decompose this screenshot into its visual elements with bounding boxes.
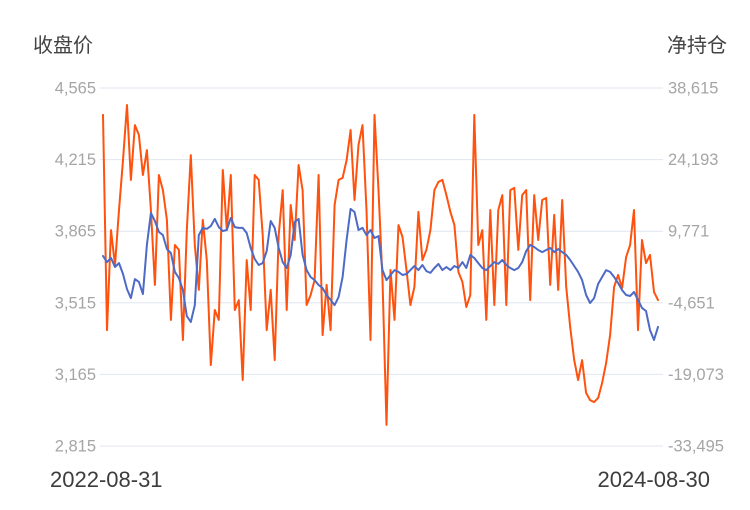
left-axis-tick-label: 3,165 [55, 366, 96, 384]
close-price-line [102, 207, 659, 341]
x-axis-start-date: 2022-08-31 [50, 467, 163, 492]
left-axis-tick-label: 4,215 [55, 151, 96, 169]
left-axis-tick-label: 3,865 [55, 223, 96, 241]
right-axis-tick-label: 38,615 [668, 80, 718, 98]
right-axis-tick-label: -4,651 [668, 294, 715, 312]
left-axis-tick-labels: 4,565 4,215 3,865 3,515 3,165 2,815 [55, 80, 96, 456]
right-axis-tick-label: -19,073 [668, 366, 724, 384]
left-axis-tick-label: 2,815 [55, 438, 96, 456]
left-axis-title: 收盘价 [33, 34, 93, 57]
net-position-line [102, 104, 659, 426]
left-axis-tick-label: 3,515 [55, 294, 96, 312]
left-axis-tick-label: 4,565 [55, 80, 96, 98]
right-axis-tick-label: -33,495 [668, 438, 724, 456]
right-axis-tick-label: 24,193 [668, 151, 718, 169]
right-axis-tick-label: 9,771 [668, 223, 709, 241]
right-axis-tick-labels: 38,615 24,193 9,771 -4,651 -19,073 -33,495 [668, 80, 724, 456]
right-axis-title: 净持仓 [667, 34, 727, 57]
x-axis-end-date: 2024-08-30 [597, 467, 710, 492]
